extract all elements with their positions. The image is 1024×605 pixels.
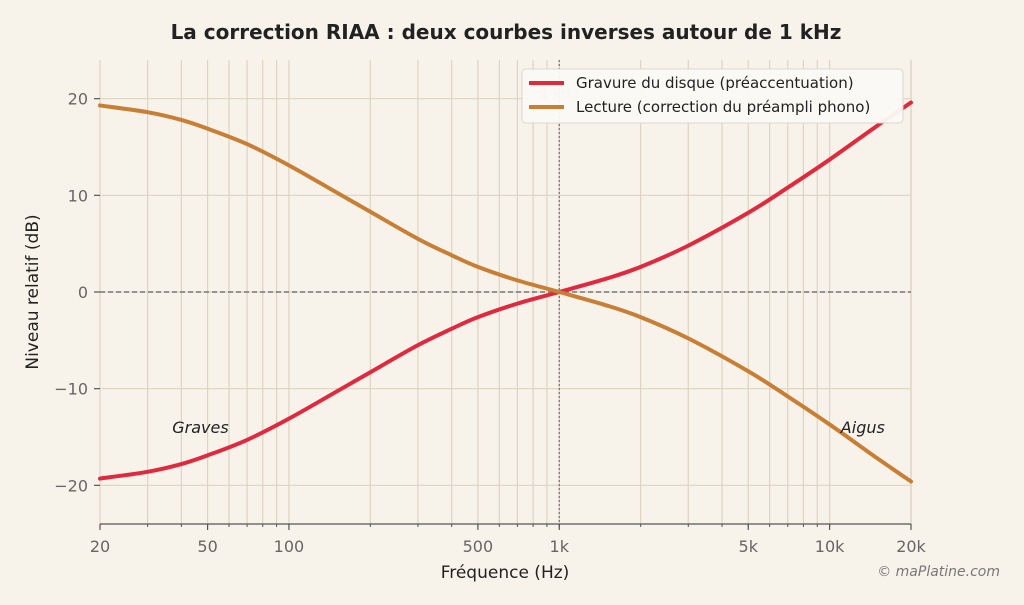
x-tick-label: 20: [90, 537, 110, 556]
x-tick-label: 10k: [815, 537, 845, 556]
x-tick-label: 100: [274, 537, 305, 556]
x-tick-label: 20k: [896, 537, 926, 556]
y-tick-label: 0: [78, 283, 88, 302]
annotation-aigus: Aigus: [840, 418, 885, 437]
series-line-1: [98, 103, 913, 484]
x-tick-label: 500: [463, 537, 494, 556]
x-tick-label: 50: [197, 537, 217, 556]
y-tick-label: −10: [54, 380, 88, 399]
credit-text: © maPlatine.com: [877, 564, 1000, 580]
legend: Gravure du disque (préaccentuation) Lectu…: [521, 68, 904, 124]
annotation-graves: Graves: [172, 418, 228, 437]
y-tick-label: −20: [54, 476, 88, 495]
x-tick-label: 5k: [739, 537, 759, 556]
series-line-0: [98, 100, 913, 481]
x-tick-label: 1k: [550, 537, 570, 556]
x-axis-label: Fréquence (Hz): [441, 563, 570, 583]
legend-label-1: Lecture (correction du préampli phono): [576, 98, 870, 116]
series-group: [98, 100, 913, 484]
y-tick-label: 20: [68, 90, 88, 109]
legend-box: [521, 68, 904, 124]
chart-title: La correction RIAA : deux courbes invers…: [171, 20, 842, 44]
legend-label-0: Gravure du disque (préaccentuation): [576, 74, 854, 92]
annotations: Graves Aigus: [172, 418, 885, 437]
y-tick-label: 10: [68, 186, 88, 205]
y-axis-label: Niveau relatif (dB): [23, 214, 43, 369]
